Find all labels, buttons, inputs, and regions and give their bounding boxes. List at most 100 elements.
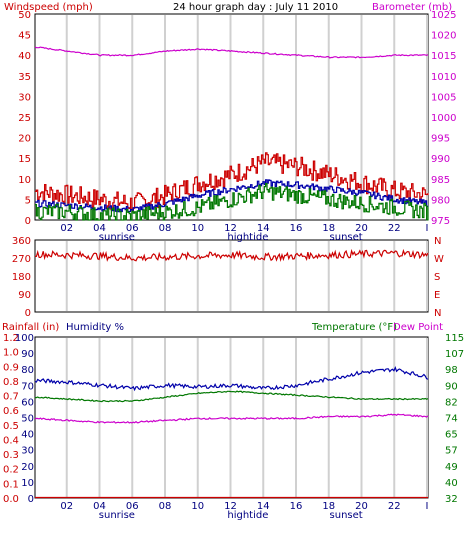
- temperature-tick-label: 49: [445, 462, 458, 473]
- humidity-tick-label: 0: [28, 494, 34, 505]
- windspeed-tick-label: 0: [25, 216, 31, 227]
- compass-label: S: [434, 272, 440, 283]
- barometer-tick-label: 985: [431, 175, 450, 186]
- windspeed-tick-label: 15: [18, 154, 31, 165]
- x-event-label: sunset: [330, 232, 363, 243]
- windspeed-tick-label: 10: [18, 175, 31, 186]
- x-tick-label: 14: [257, 223, 270, 234]
- compass-label: N: [434, 236, 441, 247]
- humidity-tick-label: 50: [21, 414, 34, 425]
- x-event-label: hightide: [227, 510, 268, 521]
- compass-label: E: [434, 290, 440, 301]
- rainfall-tick-label: 0.2: [3, 465, 19, 476]
- dewpoint-axis-title: Dew Point: [393, 322, 443, 333]
- temperature-line: [35, 390, 429, 403]
- humidity-tick-label: 30: [21, 446, 34, 457]
- direction-tick-label: 180: [12, 272, 31, 283]
- x-tick-label: 02: [60, 501, 73, 512]
- temperature-tick-label: 32: [445, 494, 458, 505]
- humidity-tick-label: 10: [21, 478, 34, 489]
- x-tick-label: 08: [159, 501, 172, 512]
- dewpoint-line: [34, 413, 429, 424]
- x-tick-label: 16: [290, 223, 303, 234]
- rainfall-tick-label: 0.7: [3, 392, 19, 403]
- barometer-axis-title: Barometer (mb): [372, 2, 452, 13]
- humidity-tick-label: 60: [21, 397, 34, 408]
- x-tick-label: 12: [224, 223, 237, 234]
- x-tick-label: I: [426, 223, 429, 234]
- humidity-tick-label: 100: [15, 333, 34, 344]
- compass-label: N: [434, 308, 441, 319]
- compass-label: W: [434, 254, 444, 265]
- direction-tick-label: 90: [18, 290, 31, 301]
- windspeed-tick-label: 40: [18, 51, 31, 62]
- windspeed-tick-label: 45: [18, 31, 31, 42]
- x-tick-label: 20: [355, 223, 368, 234]
- temperature-tick-label: 115: [445, 333, 464, 344]
- grid: [65, 15, 428, 497]
- barometer-tick-label: 975: [431, 216, 450, 227]
- barometer-tick-label: 1010: [431, 72, 456, 83]
- rainfall-tick-label: 0.4: [3, 435, 19, 446]
- wind-direction-line: [34, 248, 429, 263]
- temperature-axis-title: Temperature (°F): [311, 322, 397, 333]
- x-tick-label: 04: [93, 501, 106, 512]
- barometer-tick-label: 1000: [431, 113, 456, 124]
- temperature-tick-label: 40: [445, 478, 458, 489]
- windspeed-axis-title: Windspeed (mph): [4, 2, 93, 13]
- temperature-tick-label: 98: [445, 365, 458, 376]
- barometer-tick-label: 1005: [431, 92, 456, 103]
- temperature-tick-label: 90: [445, 381, 458, 392]
- x-tick-label: 18: [322, 501, 335, 512]
- x-tick-label: 10: [191, 501, 204, 512]
- x-event-label: hightide: [227, 232, 268, 243]
- windspeed-tick-label: 50: [18, 10, 31, 21]
- series: [34, 46, 429, 499]
- rainfall-tick-label: 0.6: [3, 406, 19, 417]
- humidity-axis-title: Humidity %: [66, 322, 124, 333]
- humidity-tick-label: 80: [21, 365, 34, 376]
- temperature-tick-label: 107: [445, 349, 464, 360]
- x-tick-label: 12: [224, 501, 237, 512]
- temperature-tick-label: 82: [445, 397, 458, 408]
- rainfall-tick-label: 1.2: [3, 333, 19, 344]
- windspeed-line: [35, 179, 429, 213]
- barometer-tick-label: 990: [431, 154, 450, 165]
- rainfall-axis-title: Rainfall (in): [2, 322, 59, 333]
- x-tick-label: 06: [126, 223, 139, 234]
- humidity-line: [34, 365, 429, 392]
- direction-tick-label: 0: [25, 308, 31, 319]
- x-tick-label: 04: [93, 223, 106, 234]
- x-tick-label: 22: [388, 223, 401, 234]
- x-tick-label: 22: [388, 501, 401, 512]
- rainfall-tick-label: 0.9: [3, 362, 19, 373]
- temperature-tick-label: 57: [445, 446, 458, 457]
- direction-tick-label: 270: [12, 254, 31, 265]
- rainfall-tick-label: 0.0: [3, 494, 19, 505]
- barometer-tick-label: 995: [431, 134, 450, 145]
- rainfall-tick-label: 0.1: [3, 479, 19, 490]
- barometer-line: [34, 46, 429, 59]
- x-event-label: sunrise: [99, 232, 135, 243]
- windspeed-tick-label: 25: [18, 113, 31, 124]
- rainfall-tick-label: 0.3: [3, 450, 19, 461]
- x-tick-label: 10: [191, 223, 204, 234]
- direction-tick-label: 360: [12, 236, 31, 247]
- barometer-tick-label: 1025: [431, 10, 456, 21]
- windspeed-tick-label: 20: [18, 134, 31, 145]
- rainfall-tick-label: 0.8: [3, 377, 19, 388]
- barometer-tick-label: 980: [431, 195, 450, 206]
- temperature-tick-label: 74: [445, 414, 458, 425]
- x-tick-label: 18: [322, 223, 335, 234]
- x-tick-label: 06: [126, 501, 139, 512]
- x-tick-label: I: [426, 501, 429, 512]
- barometer-tick-label: 1020: [431, 31, 456, 42]
- barometer-tick-label: 1015: [431, 51, 456, 62]
- rainfall-tick-label: 0.5: [3, 421, 19, 432]
- windspeed-tick-label: 35: [18, 72, 31, 83]
- x-tick-label: 20: [355, 501, 368, 512]
- x-event-label: sunset: [330, 510, 363, 521]
- x-tick-label: 16: [290, 501, 303, 512]
- axes: 0202040406060808101012121414161618182020…: [3, 10, 464, 521]
